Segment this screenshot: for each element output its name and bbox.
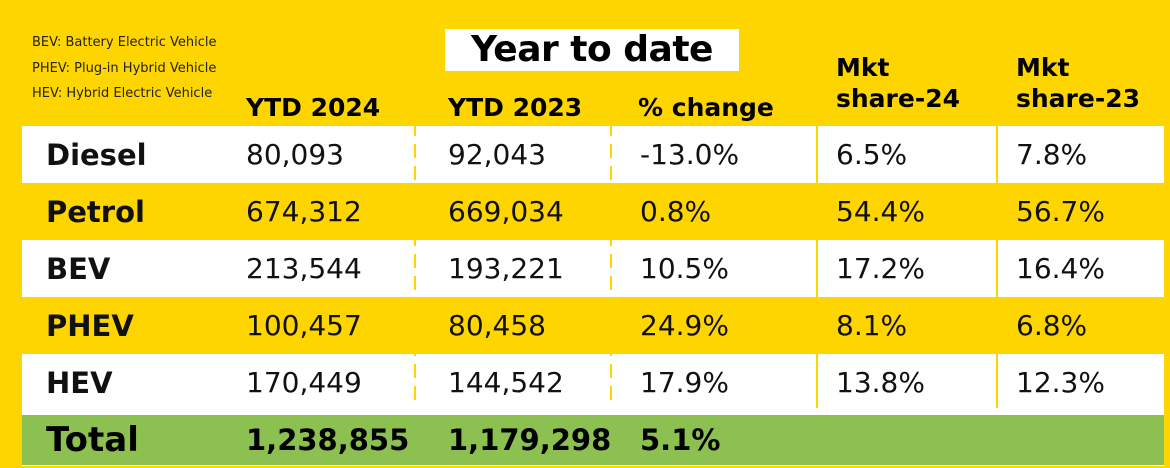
table-row: HEV 170,449 144,542 17.9% 13.8% 12.3% xyxy=(22,354,1164,411)
cell-ytd2024: 80,093 xyxy=(246,138,344,171)
column-separator xyxy=(996,100,998,408)
cell-ytd2024: 213,544 xyxy=(246,252,362,285)
total-cell-ytd2024: 1,238,855 xyxy=(246,423,410,457)
total-cell-ytd2023: 1,179,298 xyxy=(448,423,612,457)
cell-label: PHEV xyxy=(46,308,134,343)
col-header-mkt-share-23-line2: share-23 xyxy=(1016,84,1140,113)
cell-share23: 16.4% xyxy=(1016,252,1105,285)
cell-ytd2023: 80,458 xyxy=(448,309,546,342)
table-row: Petrol 674,312 669,034 0.8% 54.4% 56.7% xyxy=(22,183,1164,240)
cell-share24: 6.5% xyxy=(836,138,908,171)
table-body: BEV: Battery Electric Vehicle PHEV: Plug… xyxy=(22,18,1164,466)
cell-share24: 54.4% xyxy=(836,195,925,228)
col-header-ytd-2024: YTD 2024 xyxy=(246,93,381,122)
cell-change: 24.9% xyxy=(640,309,729,342)
cell-share23: 6.8% xyxy=(1016,309,1088,342)
total-cell-change: 5.1% xyxy=(640,423,721,457)
column-separator xyxy=(816,100,818,408)
cell-share23: 56.7% xyxy=(1016,195,1105,228)
col-header-mkt-share-24-line2: share-24 xyxy=(836,84,960,113)
cell-label: Petrol xyxy=(46,194,145,229)
cell-share24: 13.8% xyxy=(836,366,925,399)
col-header-mkt-share-24-line1: Mkt xyxy=(836,53,890,82)
cell-change: 0.8% xyxy=(640,195,712,228)
table-header: BEV: Battery Electric Vehicle PHEV: Plug… xyxy=(22,18,1164,126)
cell-share23: 12.3% xyxy=(1016,366,1105,399)
legend-hev: HEV: Hybrid Electric Vehicle xyxy=(32,86,213,101)
cell-share23: 7.8% xyxy=(1016,138,1088,171)
cell-ytd2024: 100,457 xyxy=(246,309,362,342)
table-row: Diesel 80,093 92,043 -13.0% 6.5% 7.8% xyxy=(22,126,1164,183)
abbreviation-legend: BEV: Battery Electric Vehicle PHEV: Plug… xyxy=(32,30,217,107)
cell-ytd2024: 170,449 xyxy=(246,366,362,399)
cell-label: BEV xyxy=(46,251,111,286)
total-cell-label: Total xyxy=(46,420,139,460)
cell-ytd2024: 674,312 xyxy=(246,195,362,228)
cell-ytd2023: 92,043 xyxy=(448,138,546,171)
table-title: Year to date xyxy=(445,29,739,71)
total-row: Total 1,238,855 1,179,298 5.1% xyxy=(22,415,1164,465)
cell-share24: 17.2% xyxy=(836,252,925,285)
cell-change: 10.5% xyxy=(640,252,729,285)
col-header-mkt-share-23: Mkt share-23 xyxy=(1016,52,1140,114)
cell-change: -13.0% xyxy=(640,138,740,171)
col-header-ytd-2023: YTD 2023 xyxy=(448,93,583,122)
cell-label: Diesel xyxy=(46,137,147,172)
table-row: PHEV 100,457 80,458 24.9% 8.1% 6.8% xyxy=(22,297,1164,354)
col-header-percent-change: % change xyxy=(638,93,774,122)
cell-share24: 8.1% xyxy=(836,309,908,342)
cell-ytd2023: 193,221 xyxy=(448,252,564,285)
cell-change: 17.9% xyxy=(640,366,729,399)
legend-bev: BEV: Battery Electric Vehicle xyxy=(32,35,217,50)
table-row: BEV 213,544 193,221 10.5% 17.2% 16.4% xyxy=(22,240,1164,297)
cell-ytd2023: 144,542 xyxy=(448,366,564,399)
column-separator xyxy=(414,100,416,408)
legend-phev: PHEV: Plug-in Hybrid Vehicle xyxy=(32,60,217,76)
column-separator xyxy=(610,100,612,408)
col-header-mkt-share-24: Mkt share-24 xyxy=(836,52,960,114)
cell-label: HEV xyxy=(46,365,113,400)
col-header-mkt-share-23-line1: Mkt xyxy=(1016,53,1070,82)
cell-ytd2023: 669,034 xyxy=(448,195,564,228)
